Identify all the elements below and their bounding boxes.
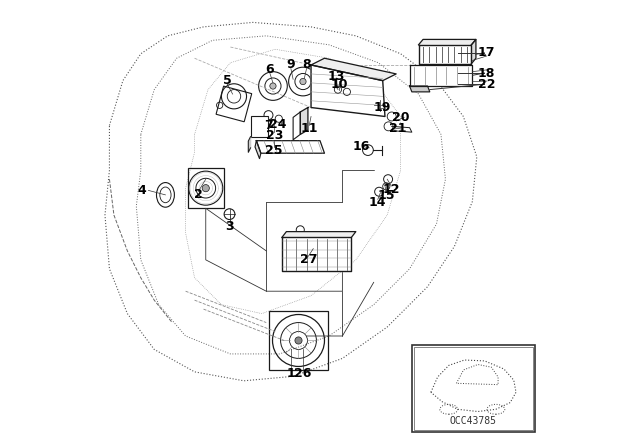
Bar (188, 168, 224, 208)
Polygon shape (293, 112, 300, 140)
Text: 27: 27 (300, 253, 317, 267)
Text: 3: 3 (225, 220, 234, 233)
Text: 21: 21 (388, 121, 406, 135)
Polygon shape (311, 58, 396, 81)
Circle shape (270, 83, 276, 89)
Text: 14: 14 (369, 196, 387, 209)
Circle shape (202, 185, 209, 192)
Bar (216, 86, 252, 122)
Text: 12: 12 (383, 182, 400, 196)
Text: 20: 20 (392, 111, 410, 124)
Text: 1: 1 (287, 366, 296, 380)
Text: OCC43785: OCC43785 (450, 416, 497, 426)
Text: 17: 17 (478, 46, 495, 60)
Text: 26: 26 (294, 366, 312, 380)
Polygon shape (419, 45, 472, 64)
Text: 18: 18 (478, 66, 495, 80)
Text: 15: 15 (378, 189, 395, 202)
Text: 8: 8 (302, 58, 311, 72)
Text: 4: 4 (138, 184, 147, 197)
Text: 11: 11 (301, 121, 318, 135)
Text: 9: 9 (287, 58, 295, 72)
Text: 23: 23 (266, 129, 283, 142)
Polygon shape (255, 141, 261, 159)
Polygon shape (311, 65, 385, 116)
Bar (414, 347, 532, 430)
Text: 5: 5 (223, 74, 232, 87)
Circle shape (295, 337, 302, 344)
Text: 24: 24 (269, 117, 287, 131)
Circle shape (333, 75, 339, 81)
Polygon shape (410, 86, 430, 92)
Polygon shape (248, 137, 251, 152)
Text: 7: 7 (264, 119, 273, 132)
Polygon shape (257, 141, 324, 153)
Bar (251, 116, 269, 137)
Text: 13: 13 (328, 69, 345, 83)
Polygon shape (282, 237, 351, 271)
Polygon shape (419, 39, 476, 45)
Text: 16: 16 (353, 140, 370, 154)
Text: 25: 25 (265, 143, 283, 157)
Text: 22: 22 (478, 78, 495, 91)
Text: 6: 6 (266, 63, 274, 76)
Text: 19: 19 (373, 101, 390, 114)
Bar (412, 345, 535, 432)
Circle shape (300, 78, 306, 85)
Bar (269, 311, 328, 370)
Polygon shape (410, 65, 472, 86)
Polygon shape (472, 39, 476, 64)
Text: 2: 2 (194, 188, 202, 202)
Polygon shape (300, 108, 308, 134)
Text: 10: 10 (330, 78, 348, 91)
Polygon shape (282, 232, 356, 237)
